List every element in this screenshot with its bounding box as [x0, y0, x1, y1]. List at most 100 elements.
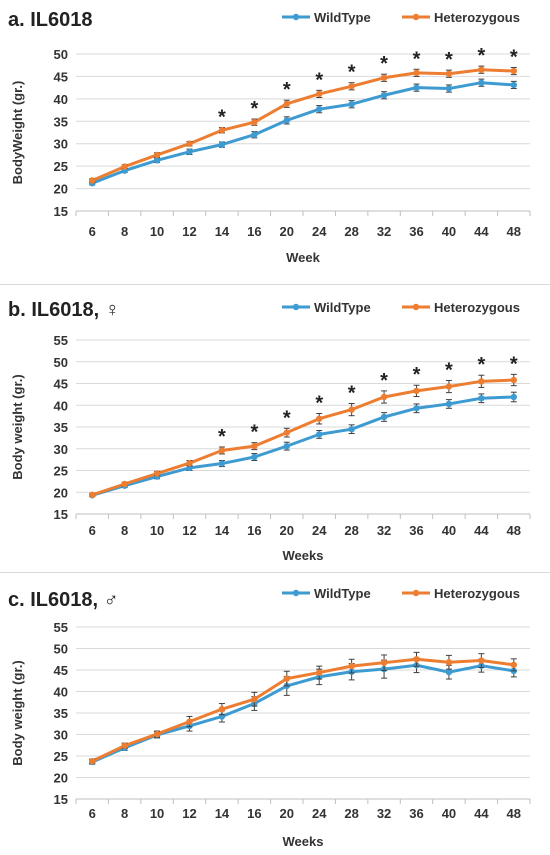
- series-line: [91, 663, 515, 764]
- y-tick-label: 35: [54, 420, 68, 435]
- chart-title: b. IL6018, ♀: [8, 299, 120, 321]
- data-point: [380, 393, 388, 401]
- y-tick-label: 50: [54, 642, 68, 657]
- x-tick-label: 20: [280, 224, 294, 239]
- data-point: [413, 656, 420, 663]
- data-point: [121, 480, 128, 488]
- x-tick-label: 48: [507, 523, 521, 538]
- chart-legend: WildType Heterozygous: [282, 300, 520, 315]
- data-point: [445, 659, 453, 666]
- data-point: [283, 117, 290, 124]
- significance-star: *: [445, 359, 453, 381]
- data-point: [251, 118, 258, 126]
- x-tick-label: 16: [247, 806, 261, 821]
- data-point: [251, 131, 258, 138]
- data-point: [283, 100, 290, 107]
- data-point: [251, 442, 258, 450]
- x-tick-label: 36: [409, 523, 423, 538]
- x-axis-label: Weeks: [283, 834, 324, 849]
- data-point: [348, 425, 355, 433]
- chart-title: c. IL6018, ♂: [8, 589, 119, 611]
- data-point: [283, 442, 290, 450]
- y-tick-label: 40: [54, 685, 68, 700]
- data-point: [348, 662, 355, 670]
- data-point: [283, 429, 290, 436]
- chart-title: a. IL6018: [8, 9, 93, 31]
- x-tick-label: 10: [150, 224, 164, 239]
- significance-star: *: [477, 354, 485, 376]
- legend-heterozygous-label: Heterozygous: [434, 300, 520, 315]
- x-tick-label: 32: [377, 523, 391, 538]
- y-tick-label: 50: [54, 47, 68, 62]
- y-tick-label: 20: [54, 485, 68, 500]
- data-point: [445, 668, 453, 676]
- significance-star: *: [218, 107, 226, 129]
- y-tick-label: 35: [54, 114, 68, 129]
- x-tick-label: 8: [121, 806, 128, 821]
- data-point: [186, 140, 193, 147]
- data-point: [380, 74, 388, 81]
- legend-wildtype-label: WildType: [314, 10, 371, 25]
- series-heterozygous: [89, 651, 517, 765]
- x-tick-label: 14: [215, 224, 230, 239]
- x-tick-label: 32: [377, 806, 391, 821]
- data-point: [413, 69, 420, 77]
- data-point: [186, 148, 193, 155]
- significance-star: *: [218, 426, 226, 448]
- chart-b-svg: b. IL6018, ♀ WildType Heterozygous 15 20 25 30…: [8, 299, 531, 563]
- x-tick-label: 6: [89, 523, 96, 538]
- y-axis-label: BodyWeight (gr.): [10, 81, 25, 185]
- data-point: [478, 378, 485, 385]
- y-tick-label: 20: [54, 771, 68, 786]
- significance-star: *: [413, 364, 421, 386]
- series-heterozygous: [89, 65, 517, 184]
- data-point: [413, 387, 420, 395]
- y-tick-label: 15: [54, 507, 68, 522]
- data-point: [218, 141, 226, 148]
- y-tick-label: 50: [54, 355, 68, 370]
- significance-star: *: [348, 62, 356, 84]
- data-point: [316, 105, 323, 113]
- y-tick-label: 45: [54, 377, 68, 392]
- data-point: [478, 66, 485, 73]
- x-axis-label: Weeks: [283, 548, 324, 563]
- x-tick-label: 12: [182, 806, 196, 821]
- x-tick-label: 40: [442, 806, 456, 821]
- data-point: [218, 705, 226, 713]
- significance-star: *: [283, 407, 291, 429]
- data-point: [348, 406, 355, 413]
- data-point: [478, 657, 485, 664]
- significance-star: *: [283, 79, 291, 101]
- data-point: [348, 83, 355, 90]
- data-point: [186, 718, 193, 725]
- significance-star: *: [315, 393, 323, 415]
- data-point: [380, 659, 388, 666]
- x-tick-label: 32: [377, 224, 391, 239]
- y-tick-label: 25: [54, 464, 68, 479]
- y-axis-label: Body weight (gr.): [10, 374, 25, 479]
- series-line: [91, 68, 514, 182]
- data-point: [478, 79, 485, 86]
- significance-star: *: [510, 46, 518, 68]
- x-tick-label: 10: [150, 523, 164, 538]
- y-axis-label: Body weight (gr.): [10, 660, 25, 765]
- x-tick-label: 24: [312, 224, 327, 239]
- x-tick-label: 36: [409, 224, 423, 239]
- y-tick-label: 30: [54, 137, 68, 152]
- x-tick-label: 20: [280, 806, 294, 821]
- significance-star: *: [348, 383, 356, 405]
- x-tick-label: 48: [507, 806, 521, 821]
- data-point: [510, 67, 517, 75]
- x-tick-label: 40: [442, 224, 456, 239]
- x-tick-label: 44: [474, 224, 489, 239]
- significance-star: *: [445, 49, 453, 71]
- x-tick-label: 24: [312, 523, 327, 538]
- data-point: [380, 92, 388, 99]
- panel-divider: [0, 284, 550, 285]
- x-tick-label: 24: [312, 806, 327, 821]
- data-point: [89, 491, 96, 499]
- y-tick-label: 20: [54, 182, 68, 197]
- y-tick-label: 25: [54, 749, 68, 764]
- chart-c-svg: c. IL6018, ♂ WildType Heterozygous 15 20 25 30…: [8, 586, 531, 849]
- legend-wildtype-label: WildType: [314, 300, 371, 315]
